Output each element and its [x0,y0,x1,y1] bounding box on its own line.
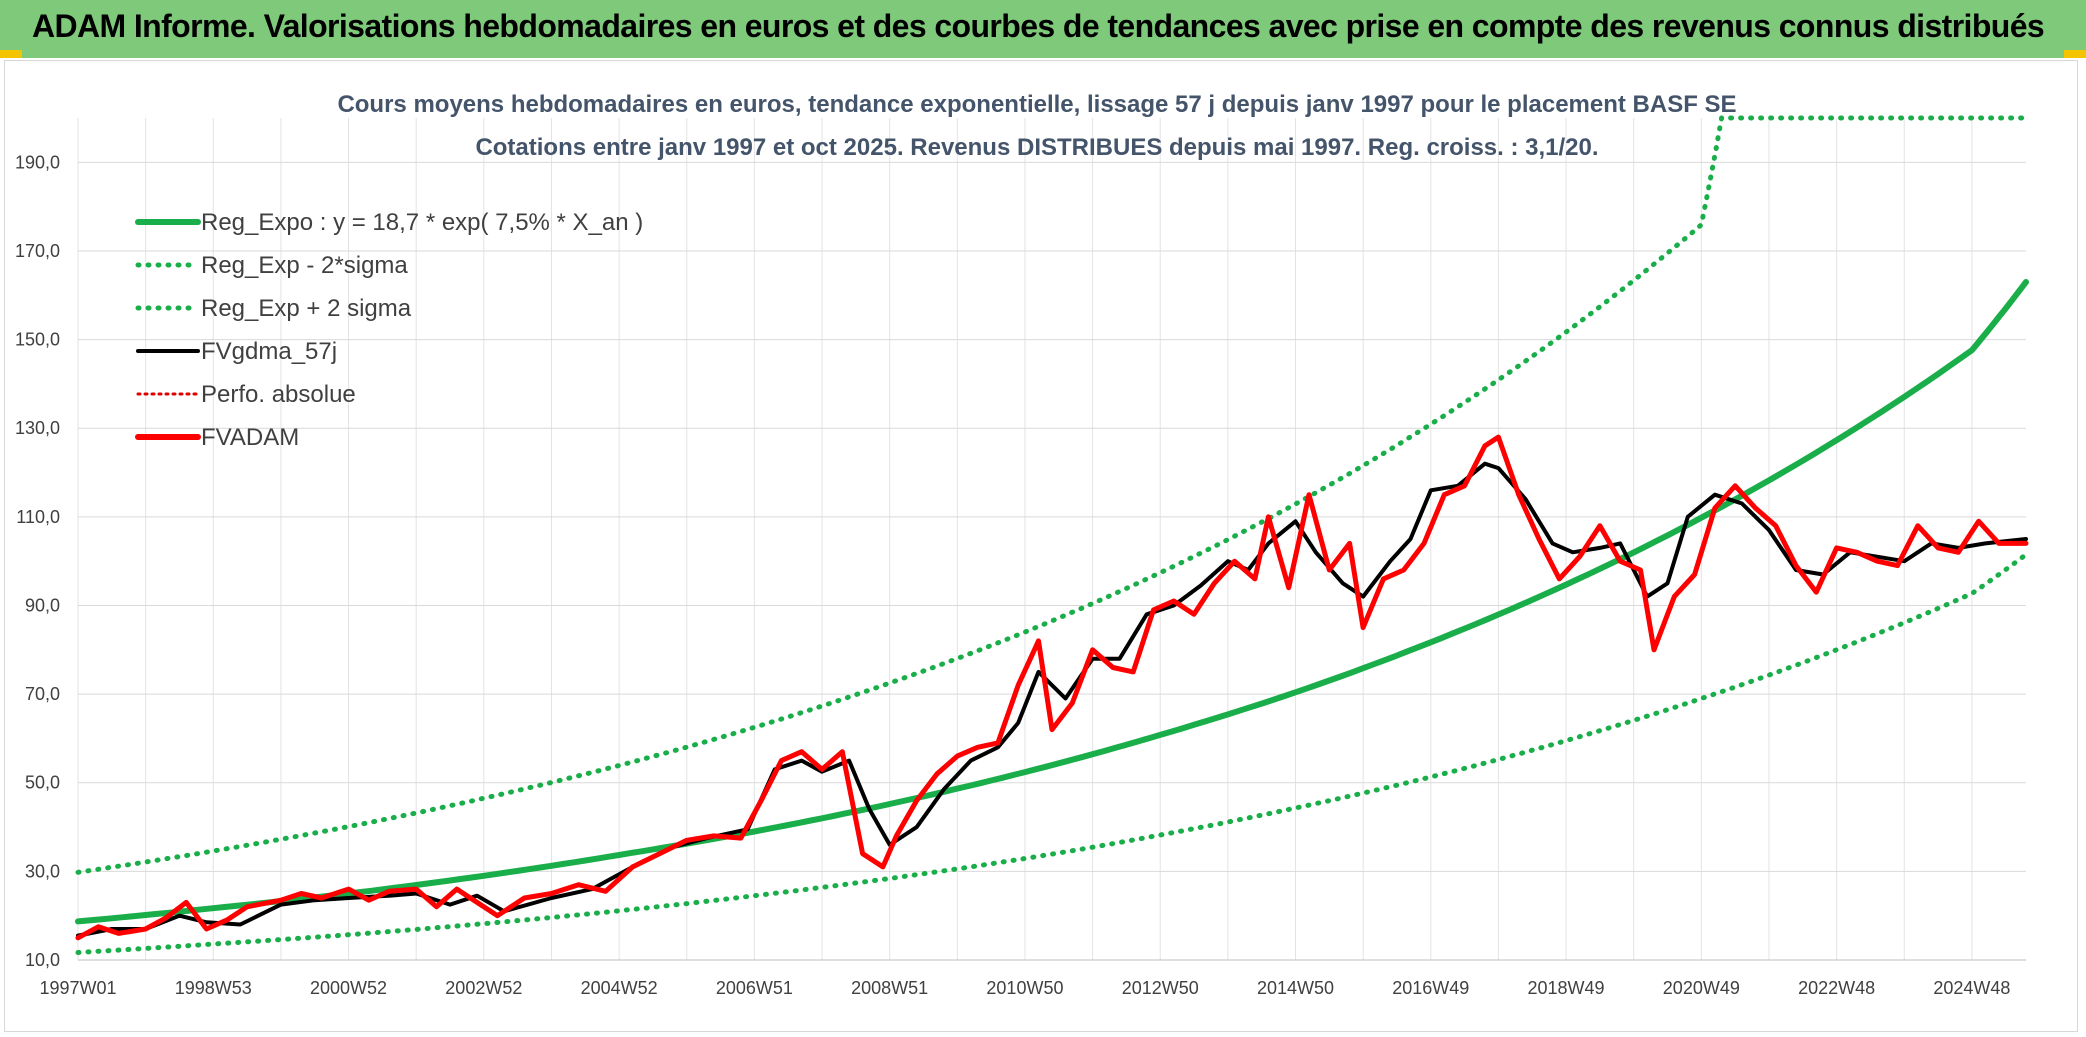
y-tick-label: 10,0 [25,950,60,970]
x-tick-label: 2022W48 [1798,978,1875,998]
y-tick-label: 110,0 [16,507,60,527]
grid-layer [77,118,2026,961]
x-tick-label: 2010W50 [986,978,1063,998]
x-tick-label: 2008W51 [851,978,928,998]
series-line-fvgdma-57j [76,461,2028,938]
page-title: ADAM Informe. Valorisations hebdomadaire… [32,8,2045,44]
legend-label: FVgdma_57j [201,338,337,365]
x-tick-label: 2002W52 [445,978,522,998]
y-tick-label: 130,0 [15,418,60,438]
x-tick-label: 2018W49 [1528,978,1605,998]
x-tick-label: 2004W52 [581,978,658,998]
legend: Reg_Expo : y = 18,7 * exp( 7,5% * X_an )… [135,209,643,451]
legend-label: Reg_Expo : y = 18,7 * exp( 7,5% * X_an ) [201,209,643,236]
y-tick-label: 70,0 [25,684,60,704]
y-tick-label: 90,0 [25,595,60,615]
x-tick-label: 2012W50 [1122,978,1199,998]
x-tick-label: 1997W01 [39,978,116,998]
series-layer [75,115,2029,955]
chart-title: Cours moyens hebdomadaires en euros, ten… [337,91,1736,118]
header-corner-right [2064,50,2086,58]
y-tick-label: 190,0 [15,152,60,172]
header-bar: ADAM Informe. Valorisations hebdomadaire… [0,0,2086,58]
chart-frame [4,60,2078,1032]
x-tick-label: 2014W50 [1257,978,1334,998]
y-tick-label: 170,0 [15,241,60,261]
legend-label: FVADAM [201,424,299,451]
y-tick-label: 50,0 [25,773,60,793]
x-tick-label: 1998W53 [175,978,252,998]
x-tick-label: 2020W49 [1663,978,1740,998]
series-line-reg-exp-plus-2sigma [75,115,2029,875]
x-tick-label: 2016W49 [1392,978,1469,998]
series-line-reg-exp-minus-2sigma [75,552,2029,955]
x-tick-label: 2006W51 [716,978,793,998]
y-tick-label: 30,0 [25,861,60,881]
legend-label: Reg_Exp - 2*sigma [201,252,408,279]
legend-label: Reg_Exp + 2 sigma [201,295,412,322]
series-line-reg-expo [75,279,2029,925]
x-tick-label: 2000W52 [310,978,387,998]
legend-label: Perfo. absolue [201,381,356,408]
axis-layer: 10,0 30,0 50,0 70,0 90,0 110,0 130,0 150,0 170,0… [15,152,2026,998]
series-line-fvadam [75,434,2029,941]
chart-subtitle: Cotations entre janv 1997 et oct 2025. R… [475,134,1598,161]
header-corner-left [0,50,22,58]
y-tick-label: 150,0 [15,330,60,350]
x-tick-label: 2024W48 [1933,978,2010,998]
